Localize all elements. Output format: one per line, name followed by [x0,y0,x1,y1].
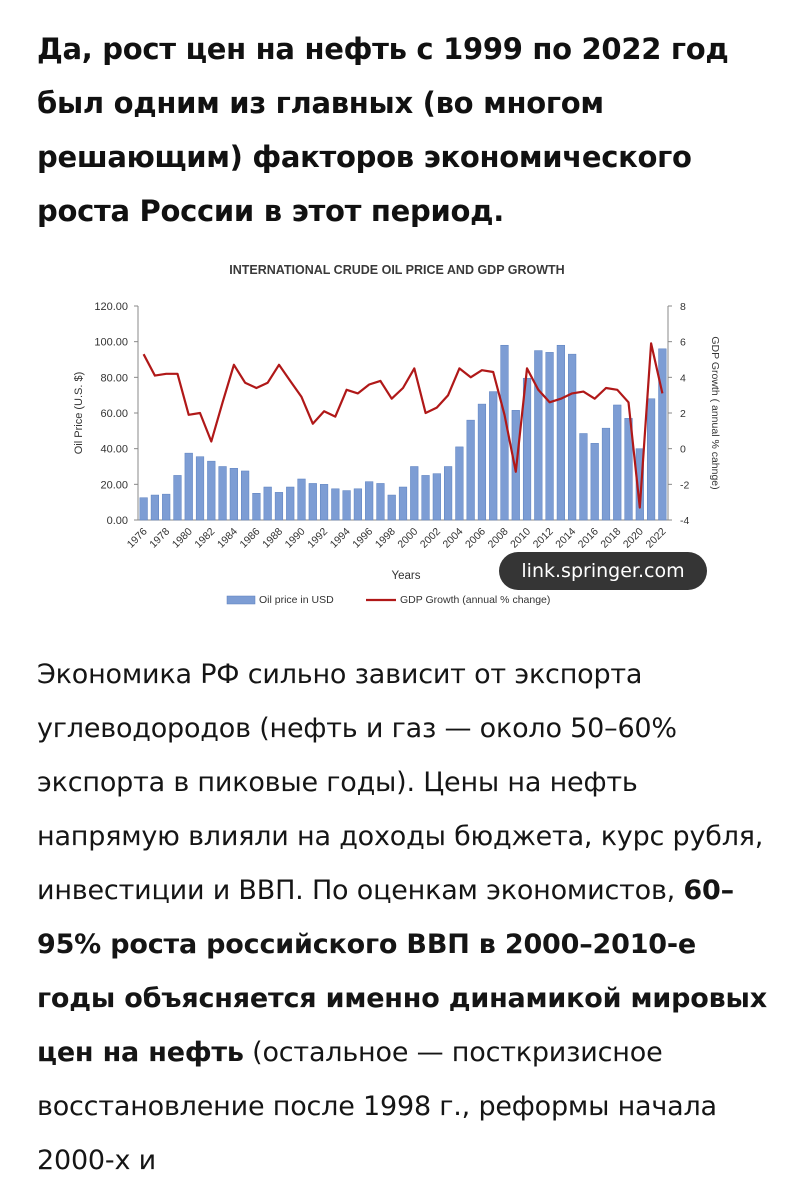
oil-price-bar [286,486,295,521]
oil-price-bar [432,473,441,521]
oil-price-bar [624,418,633,521]
right-tick-label: -4 [680,515,689,527]
oil-price-bar [184,452,193,521]
oil-price-bar [489,391,498,521]
oil-price-bar [297,478,306,521]
oil-price-bar [556,344,565,521]
x-tick-label: 1986 [238,526,263,551]
right-tick-label: 2 [680,408,686,420]
oil-gdp-chart: INTERNATIONAL CRUDE OIL PRICE AND GDP GR… [0,250,794,620]
oil-price-bar [590,443,599,521]
oil-price-bar [398,486,408,521]
oil-price-bar [455,446,464,521]
oil-price-bar [218,466,227,521]
x-tick-label: 2008 [486,526,511,551]
oil-price-bar [534,350,543,521]
legend-label-oil: Oil price in USD [259,594,334,606]
x-tick-label: 2020 [621,526,646,551]
oil-price-bar [579,433,588,521]
x-tick-label: 1990 [283,526,308,551]
gdp-growth-line [142,342,664,509]
x-tick-label: 1992 [305,526,330,551]
oil-price-bar [444,466,453,521]
oil-price-bar [173,475,182,521]
right-tick-label: 8 [680,301,686,313]
oil-price-bar [207,460,216,521]
x-tick-label: 2004 [441,526,466,551]
chart-title: INTERNATIONAL CRUDE OIL PRICE AND GDP GR… [229,263,564,277]
oil-price-bar [376,483,385,521]
oil-price-bar [353,488,362,521]
legend-label-gdp: GDP Growth (annual % change) [400,594,550,606]
oil-price-bar [365,481,374,521]
oil-price-bar [195,456,205,521]
oil-price-bar [522,377,532,521]
right-axis-title: GDP Growth ( annual % cahnge) [709,336,721,489]
x-tick-label: 1998 [373,526,398,551]
x-tick-label: 1984 [215,526,240,551]
x-tick-label: 1996 [350,526,375,551]
chart-svg: INTERNATIONAL CRUDE OIL PRICE AND GDP GR… [73,263,721,606]
oil-price-bar [410,466,419,521]
left-tick-label: 120.00 [94,301,128,313]
paragraph-outro: (остальное — посткризисное восстановлени… [37,1037,717,1176]
oil-price-bar [568,353,577,521]
right-tick-label: 0 [680,444,686,456]
x-tick-label: 2000 [395,526,420,551]
left-axis-title: Oil Price (U.S. $) [73,372,85,455]
x-tick-label: 1978 [147,526,172,551]
paragraph-bold-claim: 60–95% роста российского ВВП в 2000–2010… [37,875,767,1068]
image-source-link[interactable]: link.springer.com [499,552,707,590]
right-tick-label: -2 [680,479,689,491]
x-tick-label: 2022 [643,526,668,551]
x-tick-label: 2010 [508,526,533,551]
oil-price-bar [421,475,430,521]
oil-price-bar [319,484,329,521]
left-tick-label: 80.00 [100,372,128,384]
post-paragraph: Экономика РФ сильно зависит от экспорта … [37,648,767,1188]
x-tick-label: 2016 [576,526,601,551]
x-tick-label: 1982 [192,526,217,551]
x-tick-label: 2014 [553,526,578,551]
left-tick-label: 0.00 [107,515,128,527]
x-tick-label: 2002 [418,526,443,551]
oil-price-bar [342,490,351,521]
x-tick-label: 2018 [598,526,623,551]
x-tick-label: 1976 [125,526,150,551]
x-tick-label: 1980 [170,526,195,551]
x-axis-title: Years [392,570,421,582]
oil-price-bar [466,419,475,521]
x-tick-label: 1988 [260,526,285,551]
x-tick-label: 2012 [531,526,556,551]
oil-price-bar [387,494,396,521]
oil-price-bar [647,398,656,521]
oil-price-bar [162,493,171,521]
oil-price-bar [331,488,340,521]
oil-price-bar [658,348,667,521]
oil-price-bar [545,352,554,521]
oil-price-bar [150,494,159,521]
right-tick-label: 6 [680,337,686,349]
oil-price-bar [229,468,238,521]
left-tick-label: 100.00 [94,337,128,349]
oil-price-bar [308,483,317,521]
oil-price-bar [274,492,284,521]
oil-price-bar [252,493,261,521]
legend-swatch-oil [226,595,256,605]
oil-price-bar [601,427,611,521]
left-tick-label: 60.00 [100,408,128,420]
oil-price-bar [613,404,622,521]
oil-price-bar [241,470,250,521]
paragraph-intro: Экономика РФ сильно зависит от экспорта … [37,659,764,906]
left-tick-label: 20.00 [100,479,128,491]
x-tick-label: 1994 [328,526,353,551]
right-tick-label: 4 [680,372,686,384]
oil-price-bar [139,497,148,521]
oil-price-bar [263,486,272,521]
oil-price-bar [477,403,487,521]
post-heading: Да, рост цен на нефть с 1999 по 2022 год… [37,32,729,228]
left-tick-label: 40.00 [100,444,128,456]
oil-price-bar [635,448,644,521]
x-tick-label: 2006 [463,526,488,551]
